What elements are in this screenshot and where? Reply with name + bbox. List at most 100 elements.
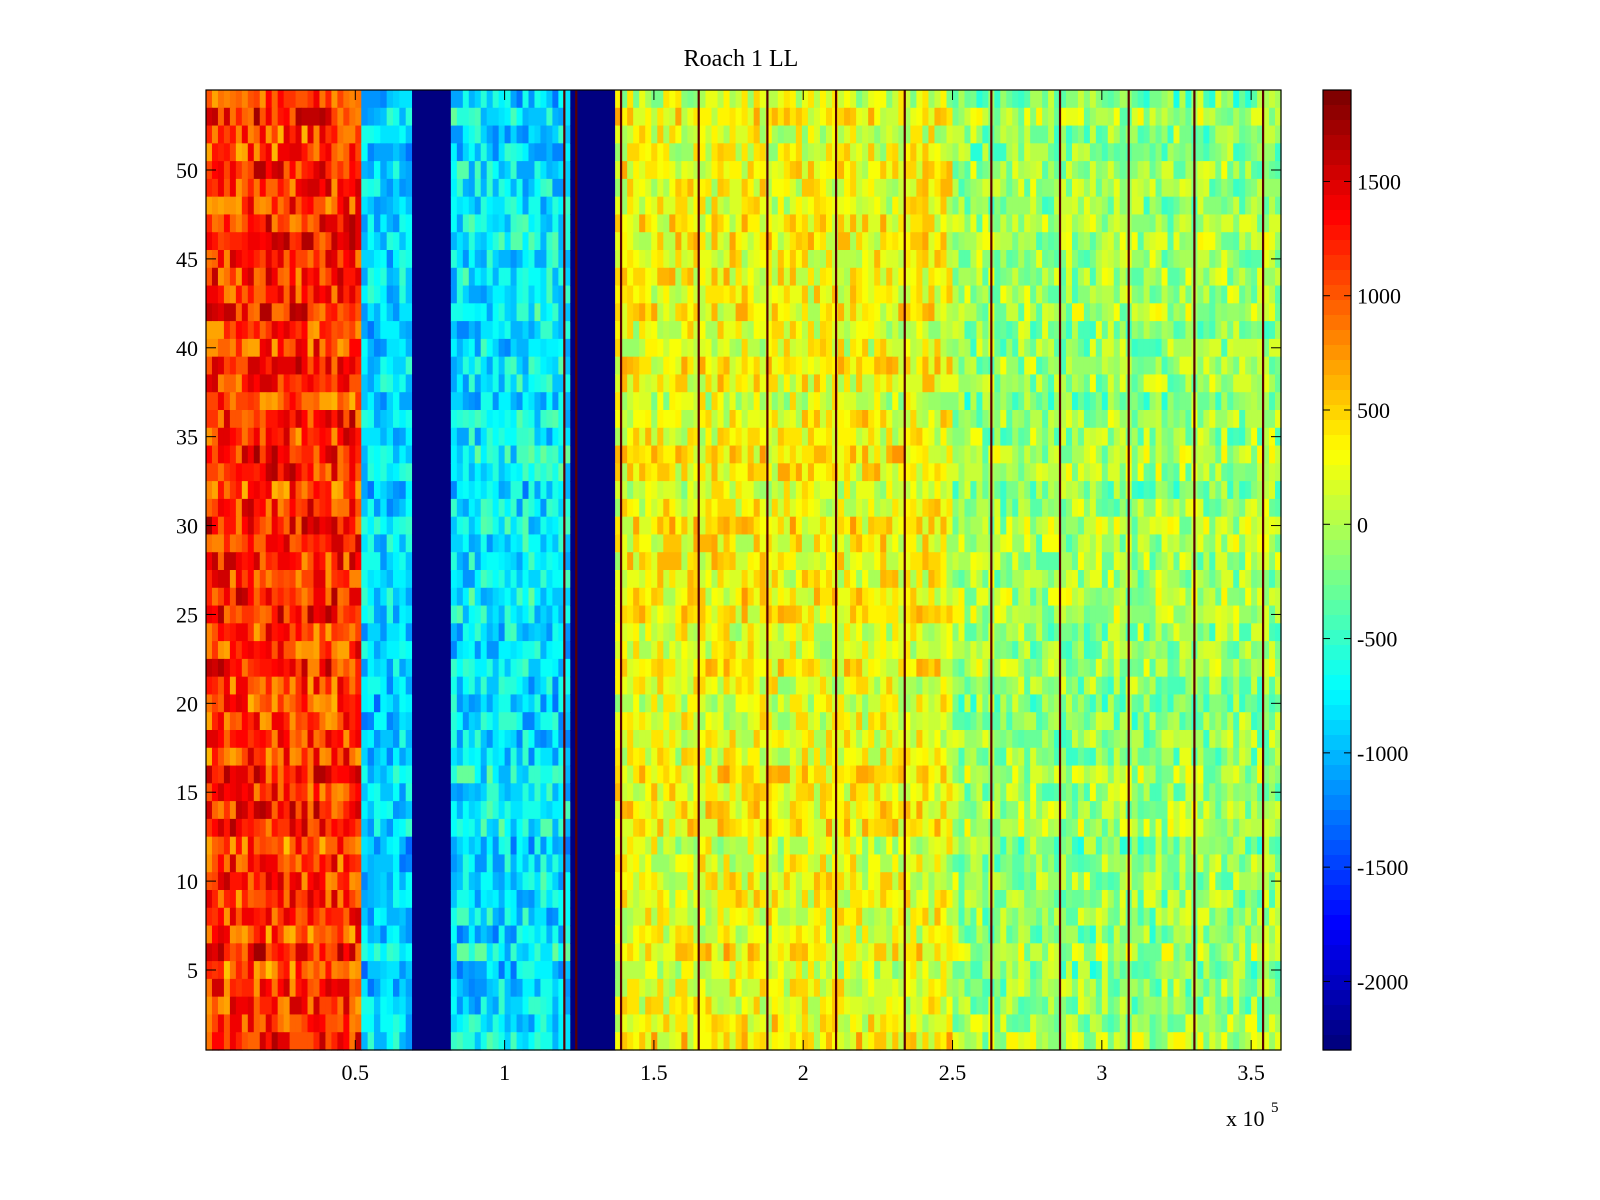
heatmap-cell xyxy=(313,801,321,820)
heatmap-cell xyxy=(462,161,470,180)
heatmap-cell xyxy=(564,534,571,553)
heatmap-cell xyxy=(570,125,616,144)
heatmap-cell xyxy=(813,250,821,269)
heatmap-cell xyxy=(319,730,327,749)
heatmap-cell xyxy=(283,516,291,536)
heatmap-cell xyxy=(367,232,375,251)
heatmap-cell xyxy=(522,178,530,198)
heatmap-cell xyxy=(516,196,524,216)
heatmap-cell xyxy=(259,90,267,109)
heatmap-cell xyxy=(946,392,954,411)
heatmap-cell xyxy=(528,90,536,109)
heatmap-cell xyxy=(380,925,388,944)
heatmap-cell xyxy=(856,125,863,144)
heatmap-cell xyxy=(916,90,923,109)
heatmap-cell xyxy=(874,623,881,642)
heatmap-cell xyxy=(699,321,707,340)
heatmap-cell xyxy=(771,694,779,713)
heatmap-cell xyxy=(735,623,743,642)
heatmap-cell xyxy=(819,641,827,660)
heatmap-cell xyxy=(331,534,338,553)
heatmap-cell xyxy=(367,587,375,607)
chart-title: Roach 1 LL xyxy=(684,46,799,72)
heatmap-cell xyxy=(735,374,743,393)
heatmap-cell xyxy=(241,392,249,411)
heatmap-cell xyxy=(540,765,548,784)
heatmap-cell xyxy=(289,516,297,536)
heatmap-cell xyxy=(283,747,291,767)
heatmap-cell xyxy=(892,427,899,447)
heatmap-cell xyxy=(301,214,309,233)
heatmap-cell xyxy=(399,1032,407,1051)
heatmap-cell xyxy=(259,427,267,447)
heatmap-cell xyxy=(259,445,267,464)
heatmap-cell xyxy=(759,107,767,127)
heatmap-cell xyxy=(337,747,344,767)
heatmap-cell xyxy=(850,214,857,233)
heatmap-cell xyxy=(241,321,249,340)
heatmap-cell xyxy=(253,730,261,749)
heatmap-cell xyxy=(271,836,279,856)
heatmap-cell xyxy=(349,214,356,233)
heatmap-cell xyxy=(480,943,488,962)
heatmap-cell xyxy=(669,534,676,553)
heatmap-cell xyxy=(928,427,936,447)
heatmap-cell xyxy=(735,125,743,144)
heatmap-cell xyxy=(856,196,863,216)
heatmap-cell xyxy=(361,321,369,340)
heatmap-cell xyxy=(307,943,315,962)
heatmap-cell xyxy=(211,730,219,749)
heatmap-cell xyxy=(343,125,350,144)
heatmap-cell xyxy=(747,445,755,464)
heatmap-cell xyxy=(729,552,737,571)
heatmap-cell xyxy=(850,303,857,322)
heatmap-cell xyxy=(777,534,785,553)
heatmap-cell xyxy=(510,765,518,784)
heatmap-cell xyxy=(211,267,219,287)
heatmap-cell xyxy=(450,747,458,767)
heatmap-cell xyxy=(480,1032,488,1051)
heatmap-cell xyxy=(904,232,911,251)
heatmap-cell xyxy=(450,427,458,447)
heatmap-cell xyxy=(558,907,565,927)
heatmap-cell xyxy=(289,890,297,909)
heatmap-cell xyxy=(819,534,827,553)
heatmap-cell xyxy=(373,516,381,536)
heatmap-cell xyxy=(819,552,827,571)
heatmap-cell xyxy=(283,818,291,838)
heatmap-cell xyxy=(373,943,381,962)
heatmap-cell xyxy=(540,232,548,251)
heatmap-cell xyxy=(295,943,303,962)
heatmap-cell xyxy=(504,747,512,767)
heatmap-cell xyxy=(235,658,243,678)
heatmap-cell xyxy=(271,605,279,624)
heatmap-cell xyxy=(331,232,338,251)
heatmap-cell xyxy=(825,498,833,518)
heatmap-cell xyxy=(687,463,695,482)
heatmap-cell xyxy=(807,498,815,518)
heatmap-cell xyxy=(450,907,458,927)
heatmap-cell xyxy=(247,90,255,109)
heatmap-cell xyxy=(486,374,494,393)
heatmap-cell xyxy=(516,836,524,856)
heatmap-cell xyxy=(621,570,628,589)
heatmap-cell xyxy=(277,534,285,553)
heatmap-cell xyxy=(462,374,470,393)
heatmap-cell xyxy=(645,676,652,696)
heatmap-cell xyxy=(235,125,243,144)
heatmap-cell xyxy=(295,338,303,358)
heatmap-cell xyxy=(504,178,512,198)
heatmap-cell xyxy=(325,196,333,216)
heatmap-cell xyxy=(753,303,761,322)
heatmap-cell xyxy=(399,392,407,411)
heatmap-cell xyxy=(880,232,887,251)
heatmap-cell xyxy=(880,392,887,411)
heatmap-cell xyxy=(669,552,676,571)
heatmap-cell xyxy=(534,712,542,731)
heatmap-cell xyxy=(393,445,400,464)
heatmap-cell xyxy=(711,303,719,322)
heatmap-cell xyxy=(546,125,553,144)
heatmap-cell xyxy=(386,321,394,340)
heatmap-cell xyxy=(627,498,634,518)
heatmap-cell xyxy=(564,303,571,322)
